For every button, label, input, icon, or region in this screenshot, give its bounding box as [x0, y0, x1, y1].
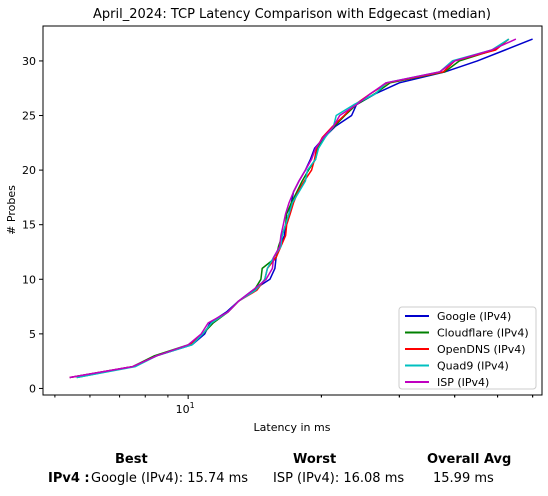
ipv4-row-label: IPv4 :: [48, 471, 90, 486]
overall-avg-value: 15.99 ms: [433, 471, 494, 486]
y-tick-label: 15: [22, 219, 36, 232]
legend-box: [398, 306, 537, 390]
legend-label: OpenDNS (IPv4): [437, 343, 526, 356]
y-tick-label: 25: [22, 110, 36, 123]
legend-label: Cloudflare (IPv4): [437, 327, 529, 340]
x-axis-label: Latency in ms: [254, 421, 331, 434]
y-tick-label: 30: [22, 55, 36, 68]
y-tick-label: 20: [22, 164, 36, 177]
worst-value: ISP (IPv4): 16.08 ms: [273, 471, 405, 486]
legend-label: ISP (IPv4): [437, 376, 489, 389]
best-header: Best: [115, 452, 148, 467]
best-value: Google (IPv4): 15.74 ms: [91, 471, 249, 486]
chart-title: April_2024: TCP Latency Comparison with …: [93, 7, 491, 22]
y-tick-label: 0: [29, 382, 36, 395]
y-tick-label: 10: [22, 273, 36, 286]
legend-label: Google (IPv4): [437, 310, 511, 323]
y-tick-label: 5: [29, 328, 36, 341]
legend: Google (IPv4) Cloudflare (IPv4) OpenDNS (I…: [398, 306, 537, 390]
worst-header: Worst: [293, 452, 337, 467]
series-lines: [69, 38, 533, 379]
axis-ticks: 0 5 10 15 20 25 30 101: [22, 55, 534, 416]
series-line: [69, 38, 517, 379]
x-tick-label: 101: [176, 401, 195, 416]
plot-area: [42, 25, 543, 396]
overall-avg-header: Overall Avg: [427, 452, 512, 467]
y-axis-label: # Probes: [5, 185, 18, 235]
legend-label: Quad9 (IPv4): [437, 360, 509, 373]
latency-chart: April_2024: TCP Latency Comparison with …: [5, 7, 543, 434]
series-line: [76, 38, 510, 379]
